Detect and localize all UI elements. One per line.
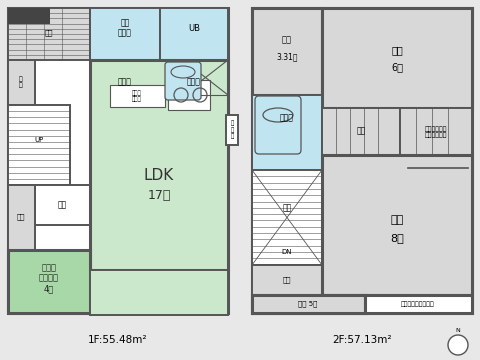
Text: 洗面
脱衣室: 洗面 脱衣室	[118, 18, 132, 38]
Bar	[252, 170, 322, 265]
Bar	[8, 185, 35, 250]
Text: DN: DN	[282, 249, 292, 255]
Bar	[35, 185, 90, 225]
Text: 収納: 収納	[356, 126, 366, 135]
Text: テレビ
収納棚: テレビ 収納棚	[132, 90, 142, 102]
Text: 収納: 収納	[58, 201, 67, 210]
Bar	[400, 108, 472, 175]
Bar	[183, 60, 228, 95]
Bar	[252, 95, 322, 170]
Ellipse shape	[171, 66, 195, 78]
Bar	[160, 8, 228, 60]
Text: 押入: 押入	[17, 214, 25, 220]
Bar	[168, 80, 210, 110]
Text: 1号棟: 1号棟	[22, 12, 36, 21]
Bar	[252, 8, 322, 95]
Bar	[90, 270, 228, 315]
Text: 収納: 収納	[283, 277, 291, 283]
Bar	[8, 60, 35, 105]
Text: ホール: ホール	[118, 77, 132, 86]
Text: UB: UB	[188, 23, 200, 32]
Text: 洋室 5帖: 洋室 5帖	[298, 301, 318, 307]
Bar	[8, 8, 50, 24]
Bar	[8, 250, 90, 313]
Text: タタミ
コーナー
4帖: タタミ コーナー 4帖	[39, 263, 59, 293]
Text: 収
納: 収 納	[19, 76, 23, 88]
Text: ウォークイン
クローゼット: ウォークイン クローゼット	[425, 126, 447, 138]
Bar	[8, 8, 228, 313]
Text: 玄関: 玄関	[45, 30, 53, 36]
Bar	[252, 8, 472, 313]
Text: LDK: LDK	[144, 167, 174, 183]
Text: トイレ: トイレ	[187, 77, 201, 86]
FancyBboxPatch shape	[255, 96, 301, 154]
Text: 勝
手
口: 勝 手 口	[230, 121, 234, 139]
Text: トイレ: トイレ	[280, 113, 294, 122]
Text: 6帖: 6帖	[391, 62, 403, 72]
Text: 2F:57.13m²: 2F:57.13m²	[332, 335, 392, 345]
Text: 8帖: 8帖	[390, 233, 404, 243]
Bar	[365, 295, 472, 313]
Bar	[90, 60, 160, 105]
Bar	[252, 265, 322, 295]
Bar	[8, 105, 70, 185]
Bar	[322, 155, 472, 295]
Text: 洋室: 洋室	[391, 45, 403, 55]
Text: 階下: 階下	[282, 203, 292, 212]
Text: UP: UP	[35, 137, 44, 143]
Bar	[322, 108, 400, 155]
Bar	[110, 85, 165, 107]
FancyBboxPatch shape	[165, 62, 201, 100]
Text: インナーバルコニー: インナーバルコニー	[401, 301, 435, 307]
Bar	[90, 60, 228, 270]
Bar	[252, 295, 365, 313]
Bar	[252, 295, 365, 313]
Bar	[90, 8, 160, 60]
Text: 洋室: 洋室	[390, 215, 404, 225]
Bar	[8, 8, 90, 60]
Circle shape	[448, 335, 468, 355]
Text: 1F:55.48m²: 1F:55.48m²	[88, 335, 148, 345]
Bar	[322, 8, 472, 108]
Ellipse shape	[263, 108, 293, 122]
Text: 納戸: 納戸	[282, 36, 292, 45]
Bar	[226, 115, 238, 145]
Text: 3.31㎡: 3.31㎡	[276, 53, 298, 62]
Bar	[160, 60, 228, 105]
Text: 17帖: 17帖	[147, 189, 171, 202]
Text: N: N	[456, 328, 460, 333]
Bar	[252, 295, 365, 313]
